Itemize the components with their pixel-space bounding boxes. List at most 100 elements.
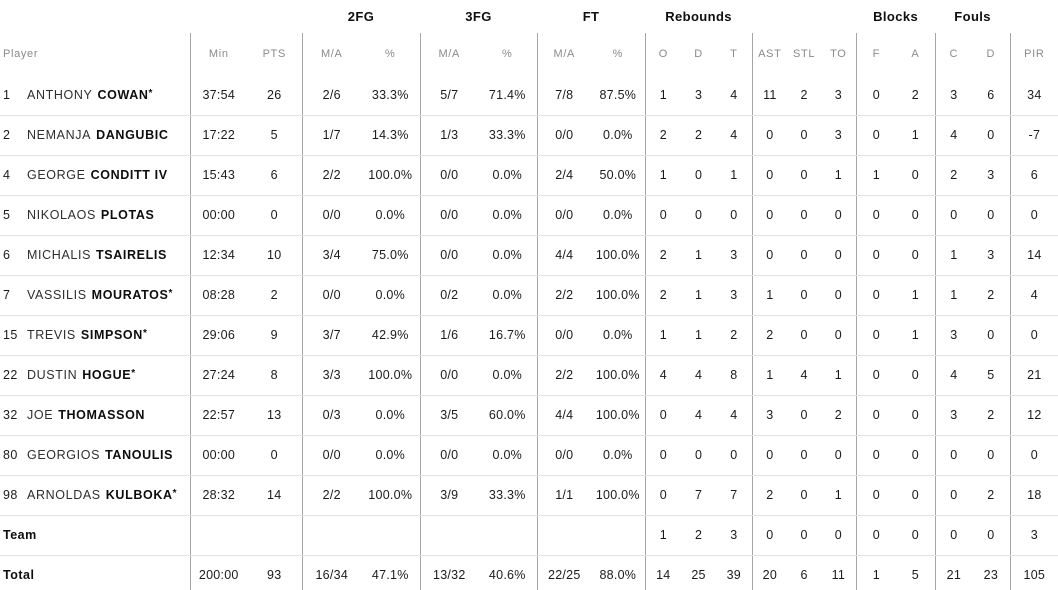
cell-reb-t: 3	[716, 235, 753, 276]
cell-reb-t: 8	[716, 355, 753, 396]
col-reb-t: T	[730, 48, 738, 60]
cell-ast: 2	[751, 475, 788, 516]
cell-3fg-ma: 1/3	[419, 115, 479, 156]
player-number: 6	[3, 248, 11, 262]
cell-block-a: 0	[896, 395, 936, 436]
cell-pir: 18	[1009, 475, 1058, 516]
cell-ft-pct: 100.0%	[591, 275, 646, 316]
cell-2fg-ma: 0/0	[301, 195, 361, 236]
cell-2fg-ma: 3/4	[301, 235, 361, 276]
player-last-name: KULBOKA	[105, 488, 173, 502]
cell-stl: 0	[787, 195, 822, 236]
cell-ast: 11	[751, 75, 788, 116]
cell-pts: 9	[247, 315, 302, 356]
cell-pts: 8	[247, 355, 302, 396]
cell-min	[189, 515, 247, 556]
cell-reb-t: 4	[716, 395, 753, 436]
cell-2fg-ma: 0/0	[301, 435, 361, 476]
cell-pir: 21	[1009, 355, 1058, 396]
player-first-name: JOE	[27, 408, 54, 422]
cell-3fg-ma: 3/5	[419, 395, 479, 436]
cell-3fg-ma: 13/32	[419, 555, 479, 590]
cell-2fg-ma: 1/7	[301, 115, 361, 156]
cell-pts: 10	[247, 235, 302, 276]
col-block-a: A	[911, 48, 920, 60]
cell-min: 15:43	[189, 155, 247, 196]
cell-block-a: 0	[896, 515, 936, 556]
cell-2fg-ma: 2/2	[301, 475, 361, 516]
cell-min: 00:00	[189, 435, 247, 476]
cell-3fg-pct: 0.0%	[478, 195, 538, 236]
group-3fg: 3FG	[465, 9, 492, 24]
cell-3fg-pct: 71.4%	[478, 75, 538, 116]
cell-2fg-ma: 2/6	[301, 75, 361, 116]
cell-foul-c: 0	[934, 195, 973, 236]
cell-stl: 0	[787, 435, 822, 476]
cell-ast: 3	[751, 395, 788, 436]
cell-to: 1	[821, 475, 857, 516]
cell-3fg-pct: 0.0%	[478, 235, 538, 276]
cell-foul-d: 23	[983, 568, 999, 583]
player-last-name: THOMASSON	[58, 408, 146, 422]
cell-block-f: 0	[855, 275, 897, 316]
cell-ast: 1	[751, 355, 788, 396]
cell-pir: 3	[1009, 515, 1058, 556]
cell-stl: 0	[787, 475, 822, 516]
cell-min: 200:00	[189, 555, 247, 590]
col-pts: PTS	[262, 48, 286, 60]
cell-pts: 0	[247, 195, 302, 236]
cell-player: 15 TREVIS SIMPSON*	[0, 315, 190, 356]
cell-pir: 4	[1009, 275, 1058, 316]
cell-to: 0	[821, 195, 857, 236]
cell-block-a: 0	[896, 195, 936, 236]
cell-reb-t: 39	[726, 568, 742, 583]
cell-min: 37:54	[189, 75, 247, 116]
cell-block-f: 0	[855, 395, 897, 436]
player-last-name: MOURATOS	[91, 288, 169, 302]
cell-foul-d: 2	[972, 395, 1011, 436]
cell-reb-d: 1	[681, 235, 717, 276]
player-last-name: HOGUE	[82, 368, 132, 382]
cell-2fg-pct: 47.1%	[371, 568, 409, 583]
cell-foul-c: 1	[934, 235, 973, 276]
group-fouls: Fouls	[954, 9, 991, 24]
cell-foul-c: 3	[934, 75, 973, 116]
cell-2fg-pct: 100.0%	[361, 475, 421, 516]
cell-ast: 0	[751, 235, 788, 276]
cell-3fg-ma: 1/6	[419, 315, 479, 356]
starter-mark: *	[142, 328, 148, 339]
cell-3fg-pct: 0.0%	[478, 155, 538, 196]
cell-3fg-pct: 16.7%	[478, 315, 538, 356]
cell-ft-ma: 0/0	[536, 315, 592, 356]
cell-reb-o: 0	[644, 475, 682, 516]
player-row: 32 JOE THOMASSON 22:57 13 0/3 0.0% 3/5 60.0% 4/4 1…	[0, 395, 1058, 436]
cell-foul-d: 0	[972, 435, 1011, 476]
cell-reb-d: 1	[681, 275, 717, 316]
cell-foul-c: 0	[934, 475, 973, 516]
cell-foul-d: 6	[972, 75, 1011, 116]
cell-pts: 14	[247, 475, 302, 516]
cell-stl: 0	[787, 115, 822, 156]
cell-block-a: 0	[896, 355, 936, 396]
cell-3fg-pct: 33.3%	[478, 475, 538, 516]
cell-3fg-ma: 0/0	[419, 195, 479, 236]
cell-foul-c: 4	[934, 355, 973, 396]
player-last-name: CONDITT IV	[90, 168, 168, 182]
cell-stl: 6	[800, 568, 808, 583]
cell-ft-ma: 2/2	[536, 355, 592, 396]
cell-reb-o: 2	[644, 275, 682, 316]
col-reb-d: D	[694, 48, 703, 60]
cell-foul-d: 5	[972, 355, 1011, 396]
group-spacer-minpts	[190, 0, 302, 33]
cell-foul-d: 0	[972, 115, 1011, 156]
cell-to: 0	[821, 235, 857, 276]
cell-ast: 0	[751, 155, 788, 196]
player-last-name: PLOTAS	[100, 208, 155, 222]
cell-ast: 0	[751, 435, 788, 476]
cell-ft-ma: 2/2	[536, 275, 592, 316]
team-row: Team 1 2 3 0 0 0 0 0 0 0 3	[0, 515, 1058, 556]
player-first-name: GEORGE	[27, 168, 86, 182]
cell-2fg-pct: 0.0%	[361, 395, 421, 436]
cell-min: 00:00	[189, 195, 247, 236]
cell-ft-ma: 4/4	[536, 235, 592, 276]
